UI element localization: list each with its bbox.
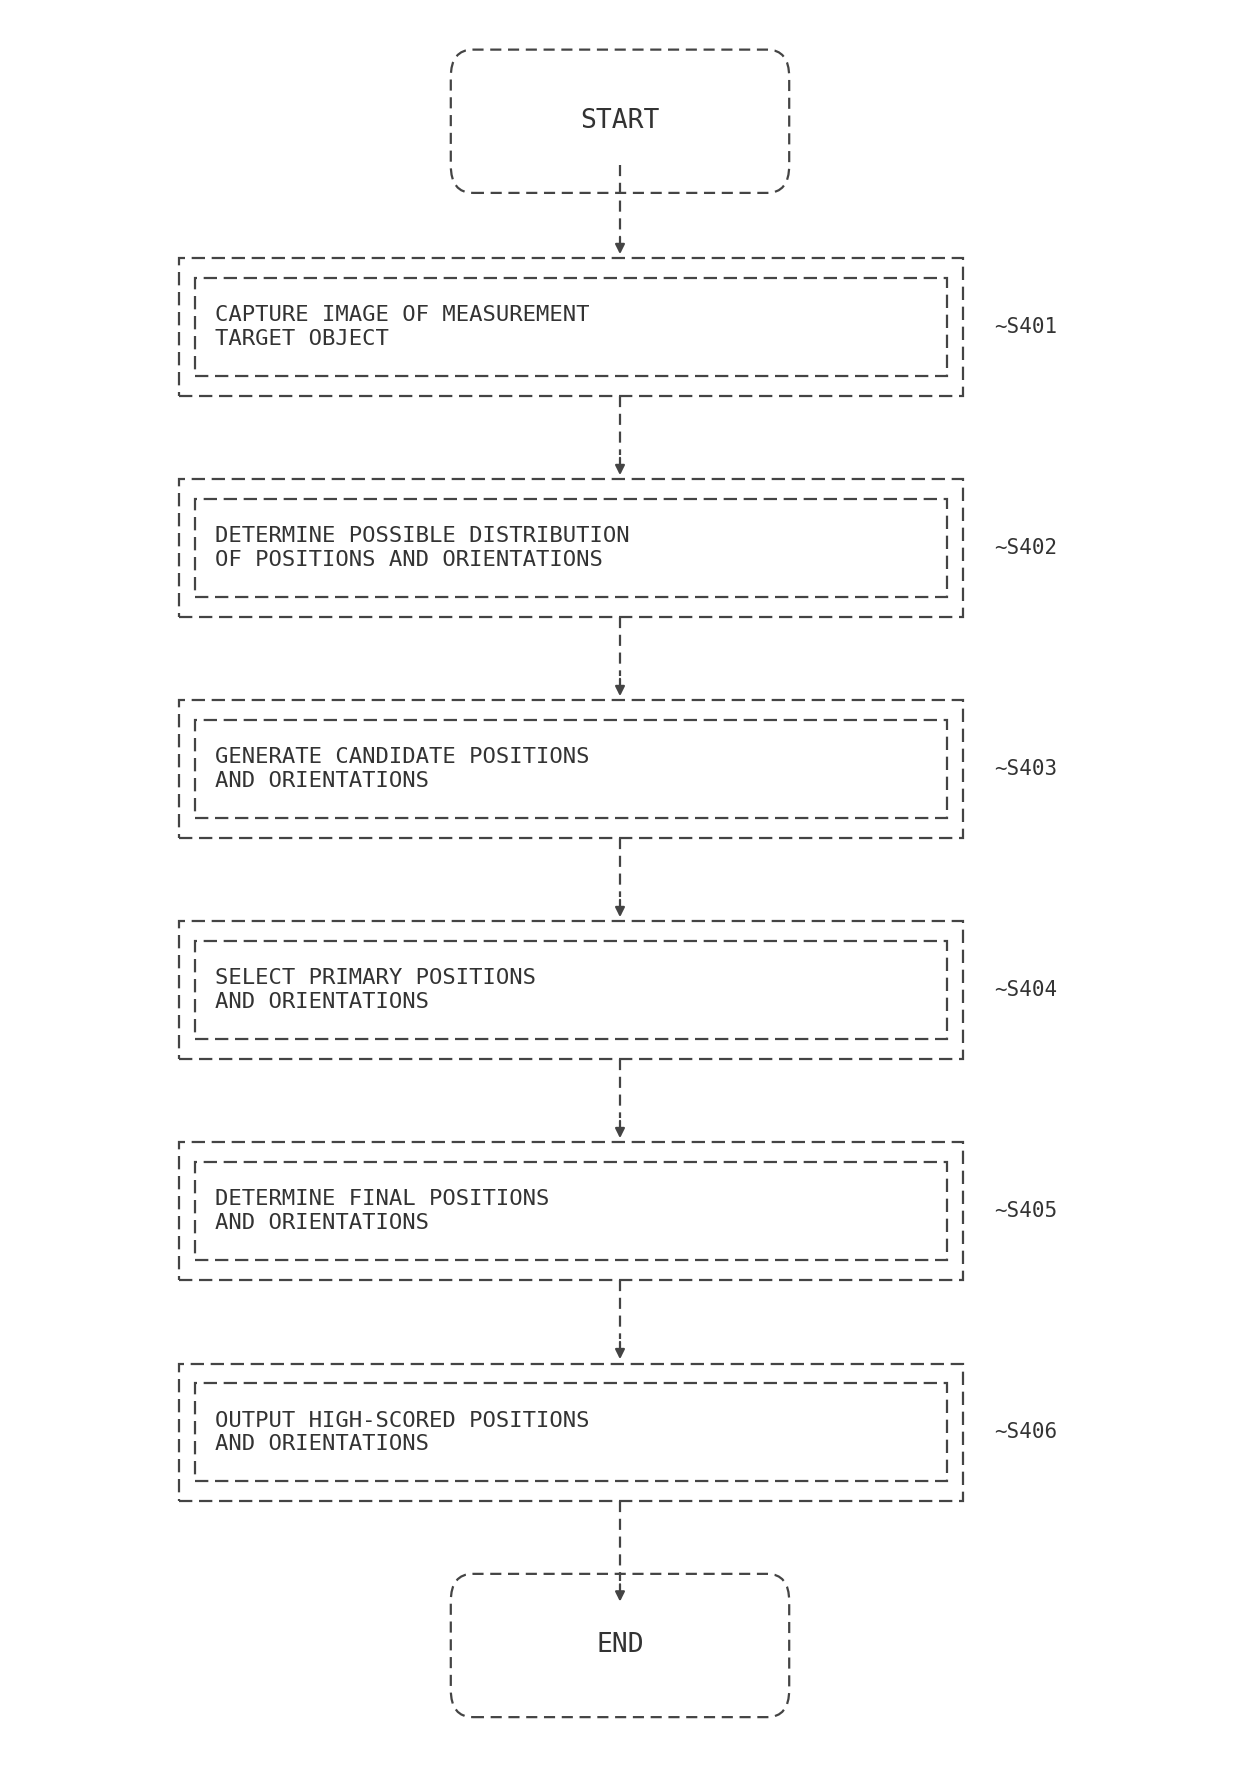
Text: END: END [596,1632,644,1659]
FancyBboxPatch shape [451,50,789,192]
Bar [195,1383,947,1481]
Text: START: START [580,109,660,134]
Bar [179,1142,963,1279]
Text: GENERATE CANDIDATE POSITIONS
AND ORIENTATIONS: GENERATE CANDIDATE POSITIONS AND ORIENTA… [216,747,590,791]
Text: ~S402: ~S402 [994,538,1056,558]
Bar [179,921,963,1059]
FancyBboxPatch shape [451,1574,789,1718]
Bar [179,1363,963,1500]
Bar [195,278,947,376]
Text: DETERMINE FINAL POSITIONS
AND ORIENTATIONS: DETERMINE FINAL POSITIONS AND ORIENTATIO… [216,1190,549,1233]
Bar [195,720,947,818]
Text: SELECT PRIMARY POSITIONS
AND ORIENTATIONS: SELECT PRIMARY POSITIONS AND ORIENTATION… [216,968,537,1012]
Text: ~S405: ~S405 [994,1201,1056,1221]
Text: CAPTURE IMAGE OF MEASUREMENT
TARGET OBJECT: CAPTURE IMAGE OF MEASUREMENT TARGET OBJE… [216,305,590,349]
Bar [179,700,963,838]
Text: ~S406: ~S406 [994,1422,1056,1442]
Text: ~S401: ~S401 [994,317,1056,337]
Text: DETERMINE POSSIBLE DISTRIBUTION
OF POSITIONS AND ORIENTATIONS: DETERMINE POSSIBLE DISTRIBUTION OF POSIT… [216,526,630,570]
Bar [179,479,963,617]
Bar [195,1162,947,1260]
Bar [179,258,963,396]
Bar [195,499,947,597]
Text: ~S403: ~S403 [994,759,1056,779]
Text: OUTPUT HIGH-SCORED POSITIONS
AND ORIENTATIONS: OUTPUT HIGH-SCORED POSITIONS AND ORIENTA… [216,1411,590,1454]
Bar [195,941,947,1039]
Text: ~S404: ~S404 [994,980,1056,1000]
